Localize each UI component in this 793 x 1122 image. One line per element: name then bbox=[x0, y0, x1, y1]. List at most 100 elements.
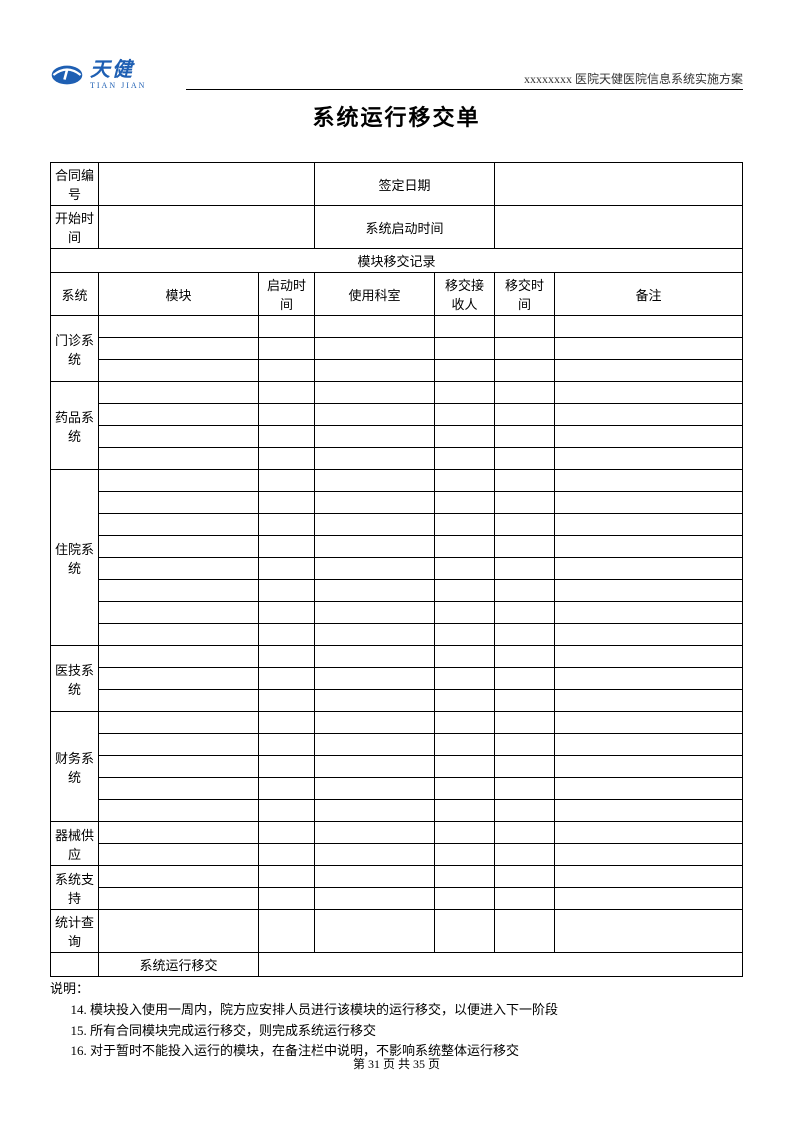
table-cell bbox=[495, 426, 555, 448]
group-name: 器械供应 bbox=[51, 822, 99, 866]
table-cell bbox=[315, 514, 435, 536]
group-name: 门诊系统 bbox=[51, 316, 99, 382]
table-cell bbox=[315, 316, 435, 338]
table-cell bbox=[555, 844, 743, 866]
table-cell bbox=[99, 602, 259, 624]
table-cell bbox=[99, 734, 259, 756]
table-cell bbox=[495, 668, 555, 690]
table-cell bbox=[435, 492, 495, 514]
table-cell bbox=[435, 558, 495, 580]
group-name: 财务系统 bbox=[51, 712, 99, 822]
table-cell bbox=[315, 492, 435, 514]
table-cell bbox=[315, 734, 435, 756]
table-cell bbox=[435, 360, 495, 382]
logo-icon bbox=[50, 62, 84, 88]
logo: 天健 TIAN JIAN bbox=[50, 60, 146, 90]
table-cell bbox=[435, 866, 495, 888]
logo-text-cn: 天健 bbox=[90, 60, 146, 80]
table-cell bbox=[259, 690, 315, 712]
table-cell bbox=[259, 382, 315, 404]
table-cell bbox=[315, 404, 435, 426]
table-cell bbox=[259, 668, 315, 690]
notes-list: 模块投入使用一周内，院方应安排人员进行该模块的运行移交，以便进入下一阶段所有合同… bbox=[90, 1000, 743, 1062]
table-cell bbox=[435, 844, 495, 866]
table-cell bbox=[259, 404, 315, 426]
table-cell bbox=[315, 338, 435, 360]
table-cell bbox=[259, 822, 315, 844]
table-cell bbox=[495, 822, 555, 844]
table-cell bbox=[99, 492, 259, 514]
table-cell bbox=[259, 580, 315, 602]
table-cell bbox=[99, 844, 259, 866]
table-cell bbox=[495, 712, 555, 734]
table-cell bbox=[495, 778, 555, 800]
table-cell bbox=[259, 602, 315, 624]
table-cell bbox=[435, 822, 495, 844]
meta-label: 签定日期 bbox=[315, 163, 495, 206]
table-cell bbox=[435, 426, 495, 448]
table-cell bbox=[435, 778, 495, 800]
table-cell bbox=[495, 624, 555, 646]
table-cell bbox=[555, 866, 743, 888]
table-cell bbox=[315, 580, 435, 602]
table-cell bbox=[435, 910, 495, 953]
table-cell bbox=[435, 602, 495, 624]
group-name: 系统支持 bbox=[51, 866, 99, 910]
table-cell bbox=[555, 646, 743, 668]
table-cell bbox=[315, 822, 435, 844]
table-cell bbox=[495, 536, 555, 558]
table-cell bbox=[495, 558, 555, 580]
table-cell bbox=[315, 844, 435, 866]
group-name: 药品系统 bbox=[51, 382, 99, 470]
page-title: 系统运行移交单 bbox=[50, 100, 743, 132]
table-cell bbox=[435, 338, 495, 360]
table-cell bbox=[555, 338, 743, 360]
table-cell bbox=[259, 910, 315, 953]
notes-label: 说明： bbox=[50, 979, 743, 1000]
notes-item: 所有合同模块完成运行移交，则完成系统运行移交 bbox=[90, 1021, 743, 1042]
table-cell bbox=[495, 646, 555, 668]
table-cell bbox=[435, 580, 495, 602]
meta-value bbox=[495, 163, 743, 206]
table-cell bbox=[259, 953, 743, 977]
table-cell bbox=[495, 470, 555, 492]
table-cell bbox=[435, 800, 495, 822]
table-cell bbox=[555, 690, 743, 712]
table-cell bbox=[99, 382, 259, 404]
table-cell bbox=[435, 382, 495, 404]
table-cell bbox=[555, 426, 743, 448]
table-cell bbox=[495, 338, 555, 360]
table-cell bbox=[259, 624, 315, 646]
table-cell bbox=[555, 316, 743, 338]
meta-label: 开始时间 bbox=[51, 206, 99, 249]
page-footer: 第 31 页 共 35 页 bbox=[0, 1055, 793, 1072]
table-cell bbox=[495, 382, 555, 404]
table-cell bbox=[315, 470, 435, 492]
final-row-label: 系统运行移交 bbox=[99, 953, 259, 977]
table-cell bbox=[99, 888, 259, 910]
table-cell bbox=[555, 580, 743, 602]
table-cell bbox=[435, 712, 495, 734]
meta-value bbox=[495, 206, 743, 249]
table-cell bbox=[315, 690, 435, 712]
table-cell bbox=[99, 910, 259, 953]
table-cell bbox=[99, 514, 259, 536]
table-cell bbox=[435, 514, 495, 536]
table-cell bbox=[495, 580, 555, 602]
col-start-time: 启动时间 bbox=[259, 273, 315, 316]
table-cell bbox=[555, 734, 743, 756]
table-cell bbox=[259, 558, 315, 580]
table-cell bbox=[259, 756, 315, 778]
col-department: 使用科室 bbox=[315, 273, 435, 316]
table-cell bbox=[259, 360, 315, 382]
table-cell bbox=[495, 404, 555, 426]
table-cell bbox=[259, 734, 315, 756]
table-cell bbox=[555, 360, 743, 382]
table-cell bbox=[99, 316, 259, 338]
meta-label: 合同编号 bbox=[51, 163, 99, 206]
table-cell bbox=[99, 624, 259, 646]
table-cell bbox=[259, 800, 315, 822]
table-cell bbox=[435, 888, 495, 910]
table-cell bbox=[555, 558, 743, 580]
table-cell bbox=[99, 712, 259, 734]
